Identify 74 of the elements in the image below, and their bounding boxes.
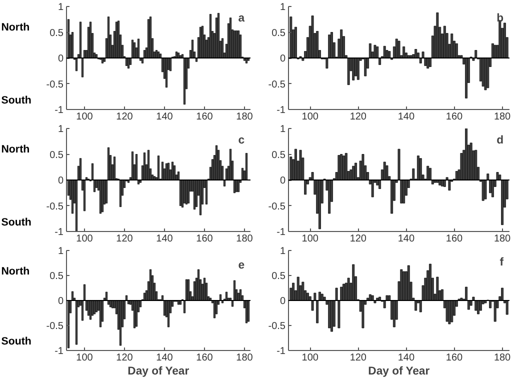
y-tick-label: 1 [280,246,286,257]
x-axis-title: Day of Year [128,366,190,378]
text: e [238,260,245,272]
text: North [1,22,30,34]
y-tick-label: 1 [58,2,64,13]
y-tick-label: 1 [280,124,286,135]
y-tick-label: 1 [280,2,286,13]
x-tick-label: 160 [196,234,214,244]
text: c [238,134,245,146]
y-tick-label: 0 [58,296,64,307]
x-tick-label: 140 [156,112,174,122]
y-tick-label: 1 [58,124,64,135]
y-tick-label: -0.5 [268,79,286,90]
x-tick-label: 100 [76,234,94,244]
text: North [1,144,30,156]
x-tick-label: 160 [196,112,214,122]
x-tick-label: 120 [116,352,134,364]
y-tick-label: -0.5 [268,201,286,212]
x-tick-label: 120 [116,234,134,244]
text: d [496,134,504,146]
text: South [1,94,32,106]
y-tick-label: 0.5 [272,28,286,39]
x-tick-label: 100 [76,352,94,364]
text: f [500,256,504,268]
y-tick-label: 1 [58,246,64,257]
y-tick-label: 0 [58,54,64,64]
x-tick-label: 180 [236,352,254,364]
y-tick-label: 0 [280,54,286,64]
y-tick-label: -1 [54,227,64,238]
y-tick-label: -1 [276,346,286,357]
x-tick-label: 140 [398,234,415,244]
y-tick-label: 0 [280,296,286,307]
y-tick-label: -1 [276,227,286,238]
y-tick-label: 0 [58,176,64,186]
text: a [238,12,246,24]
y-tick-label: 0.5 [50,28,64,39]
x-tick-label: 100 [76,112,94,122]
text: b [496,12,504,24]
x-tick-label: 160 [446,234,464,244]
x-tick-label: 180 [494,234,512,244]
y-tick-label: -0.5 [46,79,64,90]
y-tick-label: -1 [54,346,64,357]
y-tick-label: 0.5 [50,271,64,282]
y-tick-label: -0.5 [46,321,64,332]
x-tick-label: 100 [302,234,319,244]
x-tick-label: 140 [398,352,415,364]
x-tick-label: 160 [196,352,214,364]
text: North [1,266,30,278]
x-tick-label: 160 [446,112,464,122]
x-tick-label: 180 [494,352,512,364]
y-tick-label: 0.5 [50,150,64,161]
x-tick-label: 100 [302,352,319,364]
x-tick-label: 180 [236,234,254,244]
y-tick-label: -1 [54,105,64,116]
text: South [1,336,32,348]
x-tick-label: 140 [398,112,415,122]
x-tick-label: 160 [446,352,464,364]
y-tick-label: 0.5 [272,271,286,282]
x-tick-label: 180 [236,112,254,122]
x-tick-label: 140 [156,352,174,364]
x-tick-label: 180 [494,112,512,122]
y-tick-label: 0.5 [272,150,286,161]
x-tick-label: 120 [350,352,367,364]
y-tick-label: -0.5 [46,201,64,212]
x-axis-title: Day of Year [368,366,430,378]
x-tick-label: 140 [156,234,174,244]
x-tick-label: 120 [116,112,134,122]
x-tick-label: 120 [350,234,367,244]
x-tick-label: 120 [350,112,367,122]
y-tick-label: -1 [276,105,286,116]
text: South [1,216,32,228]
x-tick-label: 100 [302,112,319,122]
y-tick-label: 0 [280,176,286,186]
y-tick-label: -0.5 [268,321,286,332]
